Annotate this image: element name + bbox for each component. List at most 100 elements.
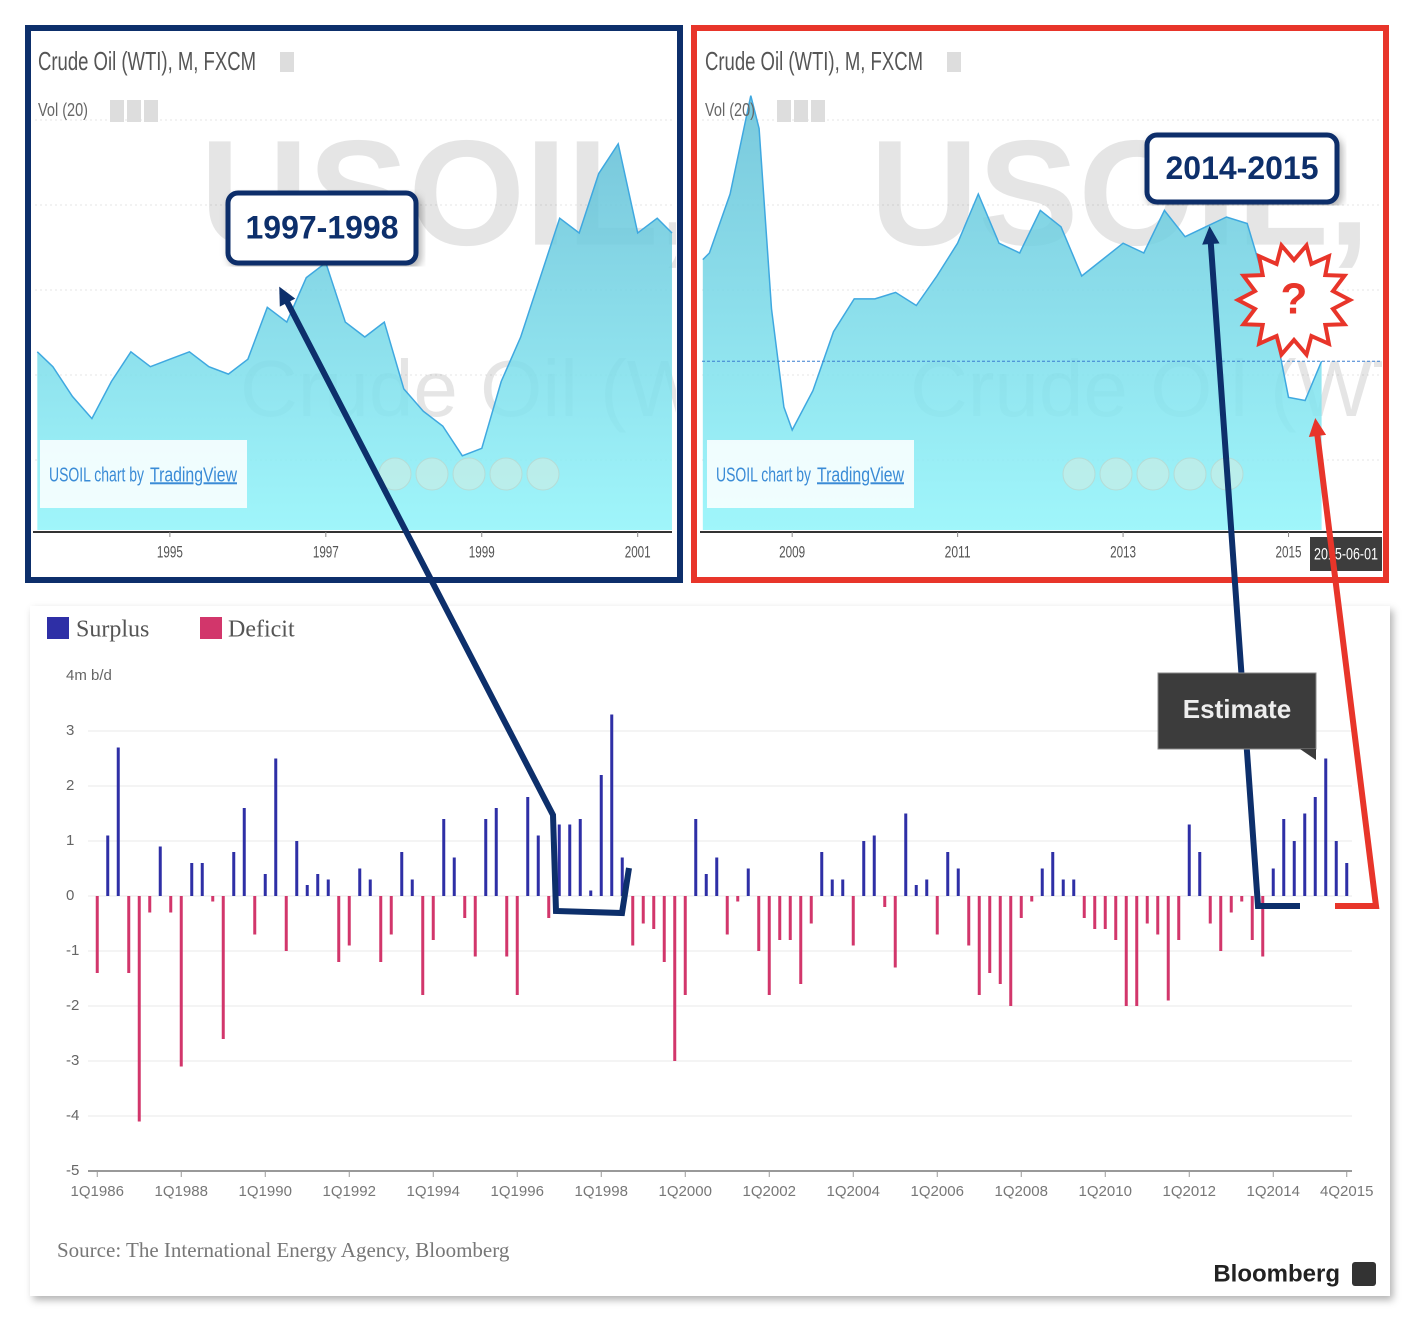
bar	[1124, 896, 1128, 1006]
bar	[914, 885, 918, 896]
bar	[547, 896, 551, 918]
bar	[589, 890, 593, 896]
legend-swatch	[200, 617, 222, 639]
bar	[1166, 896, 1170, 1001]
estimate-box	[1157, 672, 1317, 750]
y-tick-label: -2	[66, 997, 79, 1014]
bar	[767, 896, 771, 995]
y-tick-label: -3	[66, 1052, 79, 1069]
bar	[148, 896, 152, 913]
bar	[1082, 896, 1086, 918]
bar	[1219, 896, 1223, 951]
bar	[137, 896, 141, 1122]
bar	[746, 868, 750, 896]
bar	[200, 863, 204, 896]
arrow-1998-head	[279, 286, 296, 307]
y-tick-label: -1	[66, 942, 79, 959]
bar	[1271, 868, 1275, 896]
chart-title: Crude Oil (WTI), M, FXCM	[705, 46, 923, 76]
arrow-estimate	[1313, 423, 1380, 909]
bar	[662, 896, 666, 962]
x-tick-label: 1Q1994	[407, 1183, 460, 1200]
annotation: Estimate	[1183, 694, 1291, 724]
bar	[1324, 758, 1328, 896]
bar	[988, 896, 992, 973]
nav-button	[415, 457, 449, 491]
nav-button	[1173, 457, 1207, 491]
x-tick-label: 1Q1992	[323, 1183, 376, 1200]
legend-swatch	[47, 617, 69, 639]
nav-button	[489, 457, 523, 491]
bar	[368, 879, 372, 896]
bar	[442, 819, 446, 896]
bar	[232, 852, 236, 896]
x-tick-label: 1Q2012	[1163, 1183, 1216, 1200]
alert: ?	[1281, 275, 1308, 324]
bar	[778, 896, 782, 940]
bar	[1282, 819, 1286, 896]
bar	[347, 896, 351, 946]
bar	[904, 813, 908, 896]
vol-icon	[127, 100, 141, 122]
alert-burst	[1233, 241, 1355, 359]
source: Source: The International Energy Agency,…	[57, 1238, 510, 1262]
credit-link[interactable]: TradingView	[817, 464, 904, 486]
legend-label: Deficit	[228, 617, 295, 643]
bar	[1103, 896, 1107, 929]
x-tick-label: 2001	[625, 542, 651, 561]
vol-icon	[811, 100, 825, 122]
bar	[1345, 863, 1349, 896]
bar	[925, 879, 929, 896]
bar	[946, 852, 950, 896]
bar	[830, 879, 834, 896]
vol-icon	[794, 100, 808, 122]
bar	[421, 896, 425, 995]
bar	[463, 896, 467, 918]
bar	[505, 896, 509, 957]
x-tick-label: 1Q2008	[995, 1183, 1048, 1200]
bar	[484, 819, 488, 896]
annotation-box	[225, 190, 419, 266]
y-tick-label: 2	[66, 777, 74, 794]
vol-icon	[110, 100, 124, 122]
bar	[683, 896, 687, 995]
bar	[295, 841, 299, 896]
bar	[1145, 896, 1149, 924]
y-tick-label: 4m b/d	[66, 667, 112, 684]
arrow-2015	[1207, 231, 1300, 909]
bar	[221, 896, 225, 1039]
cursor-label-box	[1310, 537, 1382, 571]
bar	[95, 896, 99, 973]
x-tick-label: 1Q1996	[491, 1183, 544, 1200]
bar	[578, 819, 582, 896]
x-tick-label: 4Q2015	[1320, 1183, 1373, 1200]
bar	[263, 874, 267, 896]
chart-title: Crude Oil (WTI), M, FXCM	[38, 46, 256, 76]
price-area	[702, 95, 1322, 530]
price-line	[36, 141, 673, 457]
x-axis-strip	[697, 530, 1383, 577]
arrow-2015-head	[1202, 226, 1220, 245]
credit: USOIL chart by	[716, 464, 811, 486]
y-tick-label: -4	[66, 1107, 79, 1124]
x-tick-label: 1Q1990	[239, 1183, 292, 1200]
bar	[620, 857, 624, 896]
bar	[872, 835, 876, 896]
bar	[400, 852, 404, 896]
bar	[1250, 896, 1254, 940]
x-tick-label: 1Q2006	[911, 1183, 964, 1200]
bar	[1313, 797, 1317, 896]
bar	[274, 758, 278, 896]
credit-link[interactable]: TradingView	[150, 464, 237, 486]
x-tick-label: 1Q2002	[743, 1183, 796, 1200]
brand-icon	[1352, 1262, 1376, 1286]
bar	[316, 874, 320, 896]
x-tick-label: 1999	[469, 542, 495, 561]
bar	[1061, 879, 1065, 896]
nav-button	[526, 457, 560, 491]
credit: USOIL chart by	[49, 464, 144, 486]
bar	[757, 896, 761, 951]
x-tick-label: 2013	[1110, 542, 1136, 561]
x-tick-label: 1Q1986	[71, 1183, 124, 1200]
nav-button	[1099, 457, 1133, 491]
